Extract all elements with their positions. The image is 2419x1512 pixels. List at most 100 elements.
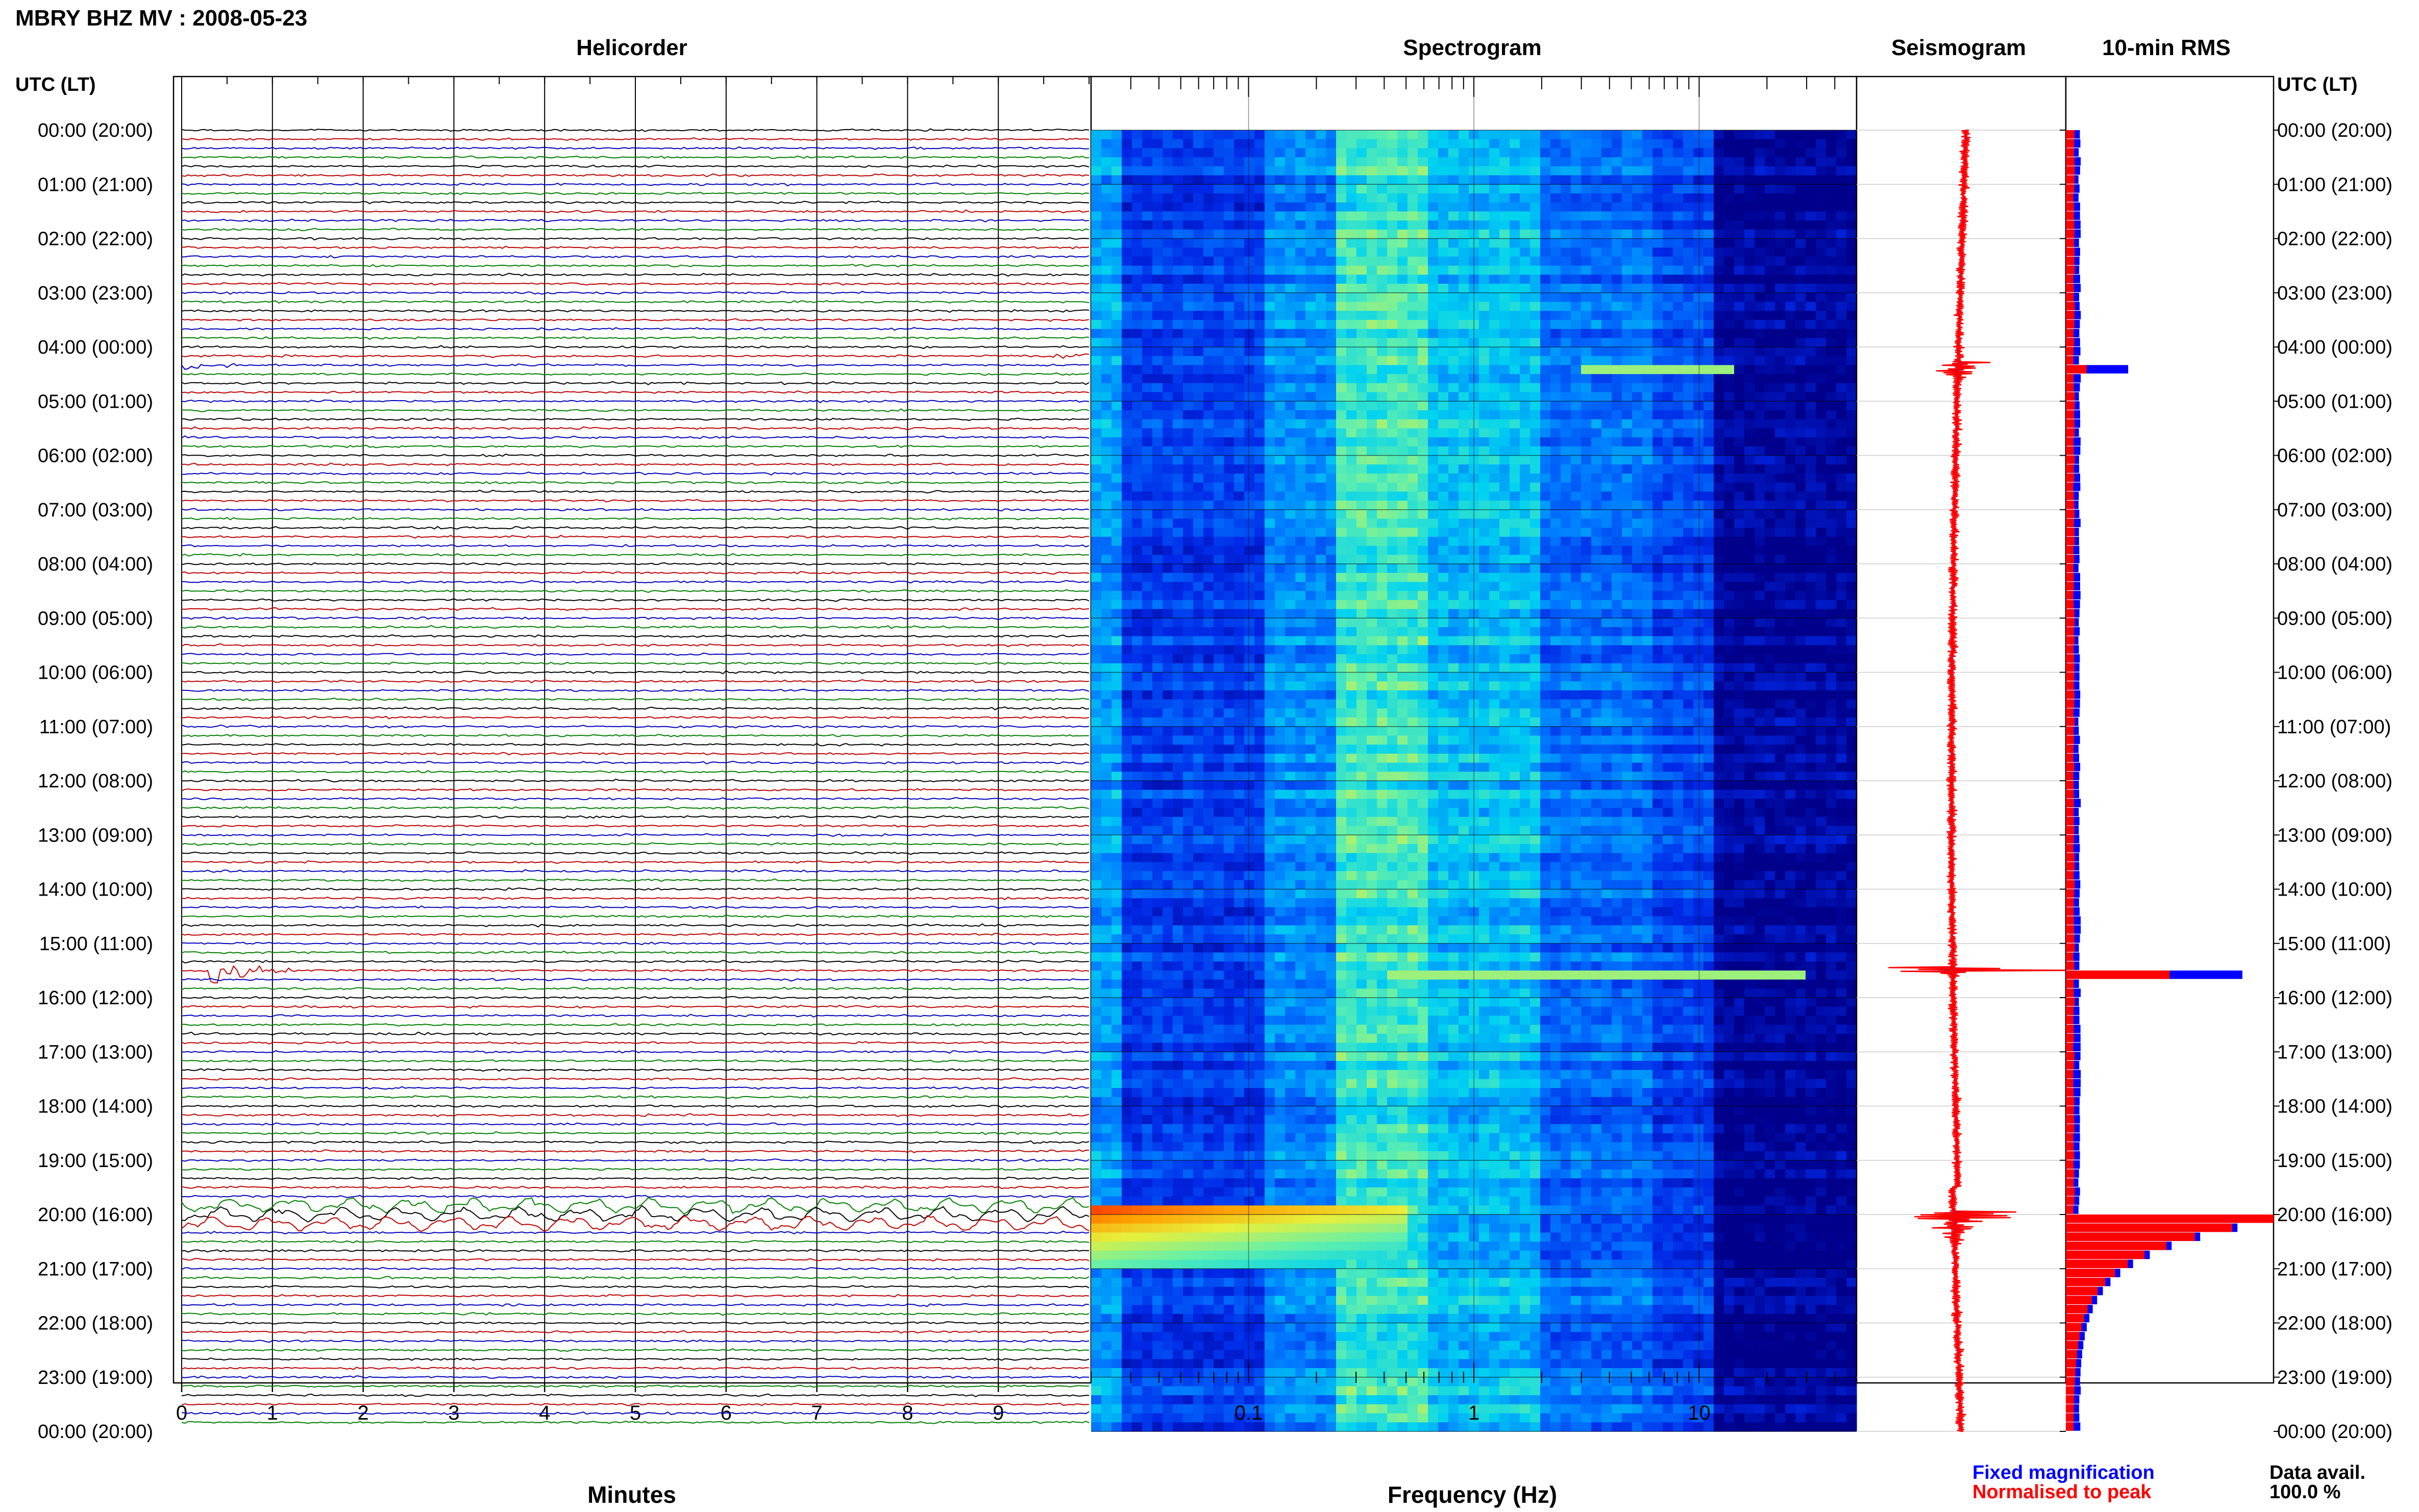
spectrogram-cell: [1234, 609, 1245, 618]
spectrogram-cell: [1581, 428, 1592, 438]
spectrogram-cell: [1408, 410, 1418, 420]
spectrogram-cell: [1142, 302, 1153, 311]
spectrogram-cell: [1122, 681, 1132, 691]
spectrogram-cell: [1438, 564, 1449, 574]
spectrogram-cell: [1295, 690, 1306, 700]
spectrogram-cell: [1724, 491, 1735, 501]
spectrogram-cell: [1673, 247, 1684, 257]
spectrogram-cell: [1356, 319, 1367, 330]
spectrogram-cell: [1254, 247, 1265, 257]
spectrogram-cell: [1530, 256, 1541, 266]
spectrogram-cell: [1652, 401, 1663, 411]
spectrogram-cell: [1459, 600, 1469, 610]
spectrogram-cell: [1622, 491, 1633, 501]
spectrogram-cell: [1489, 374, 1500, 384]
spectrogram-cell: [1234, 654, 1245, 664]
spectrogram-cell: [1622, 528, 1633, 537]
spectrogram-cell: [1826, 292, 1837, 303]
spectrogram-cell: [1724, 356, 1735, 365]
spectrogram-cell: [1316, 437, 1326, 447]
spectrogram-cell: [1581, 636, 1592, 646]
spectrogram-cell: [1101, 265, 1112, 275]
spectrogram-cell: [1122, 636, 1132, 646]
spectrogram-cell: [1438, 347, 1449, 357]
spectrogram-cell: [1367, 446, 1377, 456]
spectrogram-cell: [1744, 446, 1755, 456]
spectrogram-cell: [1459, 175, 1469, 185]
spectrogram-cell: [1356, 455, 1367, 465]
spectrogram-cell: [1163, 627, 1173, 637]
spectrogram-cell: [1305, 609, 1316, 618]
spectrogram-cell: [1193, 184, 1204, 194]
spectrogram-cell: [1142, 654, 1153, 664]
spectrogram-cell: [1510, 356, 1520, 365]
spectrogram-cell: [1091, 166, 1102, 176]
spectrogram-cell: [1785, 175, 1796, 185]
spectrogram-cell: [1744, 636, 1755, 646]
spectrogram-cell: [1203, 509, 1214, 519]
spectrogram-cell: [1581, 220, 1592, 230]
spectrogram-cell: [1285, 238, 1296, 248]
spectrogram-cell: [1683, 211, 1694, 221]
spectrogram-cell: [1397, 247, 1408, 257]
spectrogram-cell: [1418, 546, 1428, 555]
spectrogram-cell: [1377, 130, 1388, 140]
spectrogram-cell: [1418, 573, 1428, 582]
spectrogram-cell: [1632, 184, 1643, 194]
helicorder-trace: [181, 1339, 1090, 1343]
spectrogram-cell: [1173, 501, 1183, 510]
spectrogram-cell: [1244, 319, 1255, 330]
spectrogram-cell: [1459, 591, 1469, 601]
helicorder-trace: [181, 245, 1090, 250]
spectrogram-cell: [1785, 446, 1796, 456]
spectrogram-cell: [1438, 130, 1449, 140]
spectrogram-cell: [1489, 573, 1500, 582]
spectrogram-cell: [1826, 383, 1837, 393]
spectrogram-cell: [1846, 220, 1857, 230]
helicorder-trace: [181, 1294, 1090, 1298]
spectrogram-cell: [1356, 518, 1367, 528]
spectrogram-cell: [1561, 446, 1571, 456]
spectrogram-cell: [1795, 401, 1806, 411]
spectrogram-cell: [1387, 275, 1398, 284]
spectrogram-cell: [1101, 220, 1112, 230]
spectrogram-cell: [1214, 446, 1224, 456]
spectrogram-cell: [1326, 401, 1337, 411]
spectrogram-cell: [1755, 564, 1765, 574]
time-label-left: 05:00 (01:00): [38, 391, 153, 412]
spectrogram-cell: [1826, 238, 1837, 248]
spectrogram-cell: [1295, 555, 1306, 564]
spectrogram-cell: [1091, 175, 1102, 185]
spectrogram-cell: [1346, 546, 1357, 555]
helicorder-trace: [181, 1040, 1090, 1045]
spectrogram-cell: [1795, 184, 1806, 194]
spectrogram-cell: [1744, 555, 1755, 564]
spectrogram-cell: [1765, 564, 1775, 574]
spectrogram-cell: [1673, 292, 1684, 303]
spectrogram-cell: [1642, 130, 1653, 140]
helicorder-trace: [181, 652, 1090, 656]
helicorder-trace: [181, 788, 1090, 792]
spectrogram-cell: [1193, 229, 1204, 239]
spectrogram-cell: [1785, 645, 1796, 655]
spectrogram-cell: [1254, 311, 1265, 320]
spectrogram-cell: [1571, 528, 1582, 537]
spectrogram-cell: [1846, 518, 1857, 528]
spectrogram-cell: [1601, 473, 1612, 483]
spectrogram-cell: [1397, 292, 1408, 303]
spectrogram-cell: [1428, 184, 1439, 194]
spectrogram-cell: [1459, 319, 1469, 330]
spectrogram-cell: [1091, 501, 1102, 510]
spectrogram-cell: [1642, 555, 1653, 564]
spectrogram-cell: [1652, 636, 1663, 646]
spectrogram-cell: [1591, 473, 1602, 483]
spectrogram-cell: [1775, 365, 1786, 375]
spectrogram-cell: [1193, 428, 1204, 438]
spectrogram-cell: [1775, 184, 1786, 194]
spectrogram-cell: [1091, 238, 1102, 248]
spectrogram-cell: [1540, 672, 1551, 682]
spectrogram-cell: [1132, 473, 1143, 483]
spectrogram-cell: [1765, 410, 1775, 420]
spectrogram-cell: [1540, 437, 1551, 447]
spectrogram-cell: [1163, 265, 1173, 275]
